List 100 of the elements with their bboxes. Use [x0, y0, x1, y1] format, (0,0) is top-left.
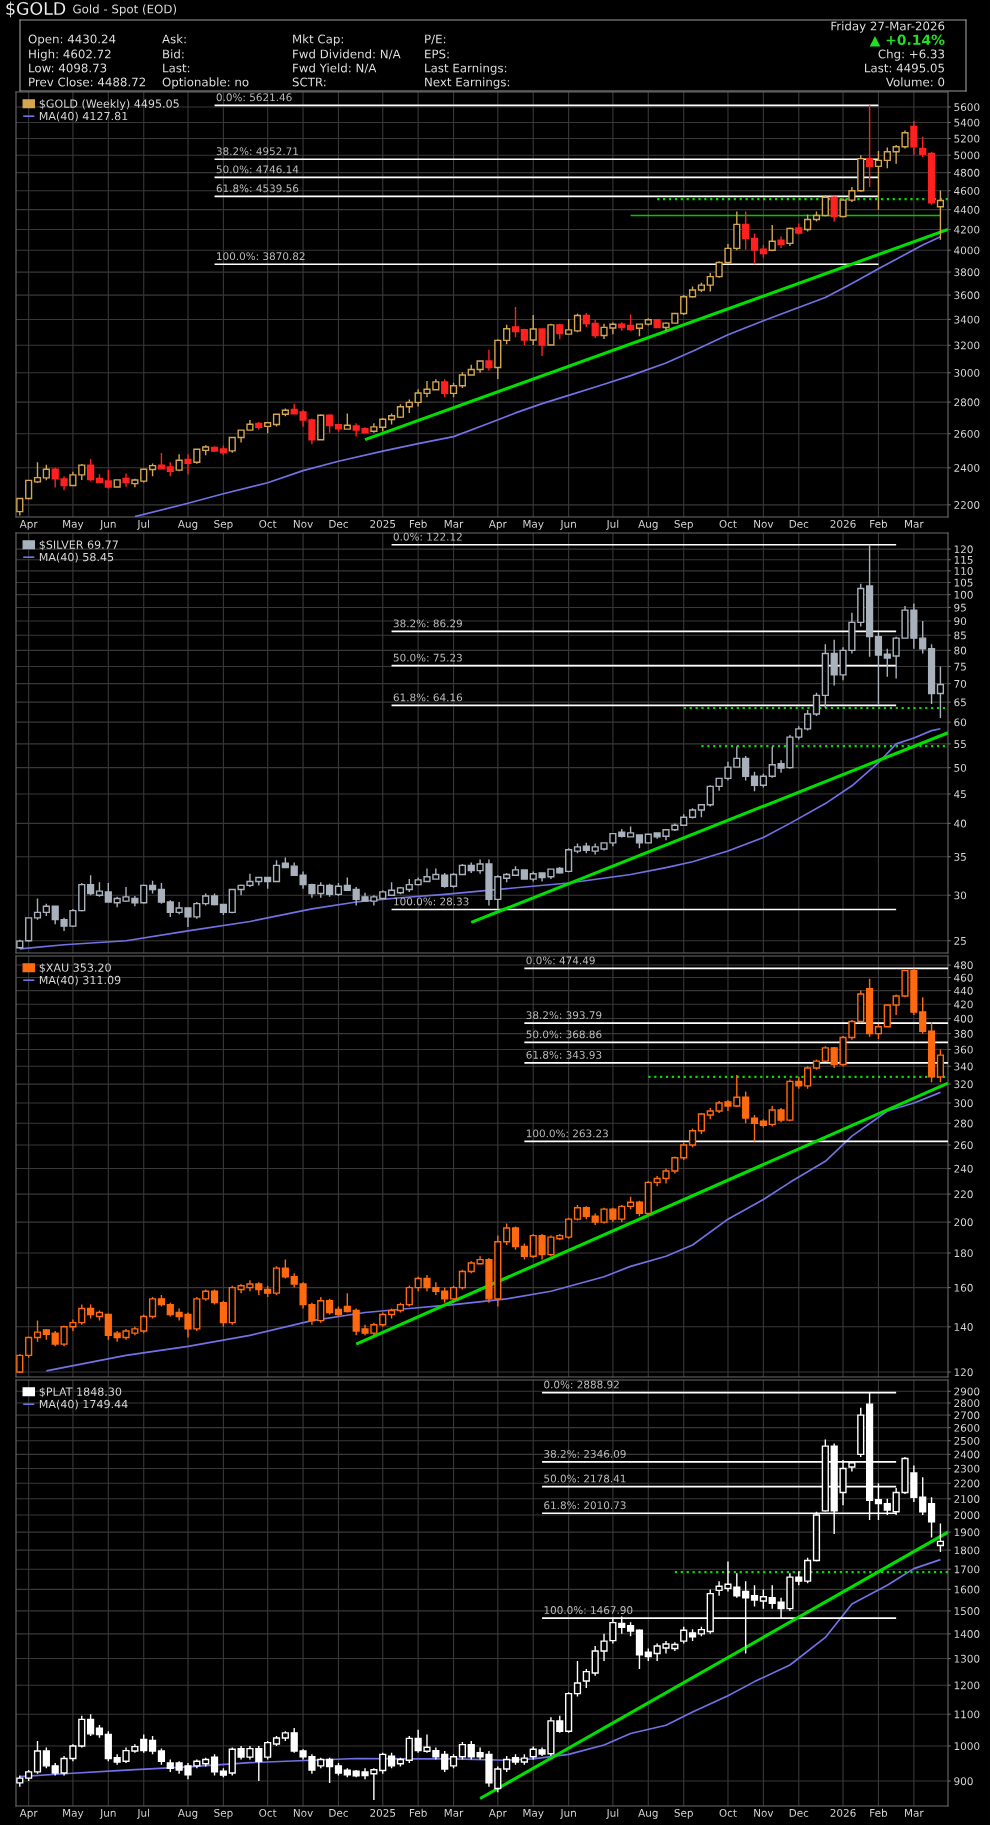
candlestick: [688, 1127, 697, 1149]
x-tick-label: Sep: [214, 519, 233, 530]
y-tick-label: 2000: [954, 1511, 980, 1520]
candlestick: [626, 1621, 635, 1637]
candlestick: [87, 458, 95, 482]
text: Bid:: [163, 49, 184, 59]
candlestick: [706, 784, 714, 808]
candlestick: [883, 1003, 891, 1029]
candlestick: [87, 874, 95, 896]
text: Open: 4430.24: [28, 34, 116, 46]
y-tick-label: 2600: [954, 429, 980, 438]
y-tick-label: 2400: [954, 464, 980, 472]
candlestick: [582, 1205, 590, 1220]
candlestick: [910, 120, 918, 156]
y-tick-label: 80: [954, 646, 967, 655]
annotation: 38.2%: 4952.71: [216, 147, 298, 156]
candlestick: [140, 1733, 148, 1754]
candlestick: [804, 213, 812, 233]
candlestick: [830, 195, 838, 223]
text: P/E:: [425, 34, 446, 45]
candlestick: [476, 360, 484, 374]
y-tick-label: 1200: [954, 1681, 980, 1690]
candlestick: [16, 1353, 24, 1374]
y-tick-label: 2200: [954, 501, 980, 509]
candlestick: [16, 497, 24, 517]
candlestick: [750, 1584, 759, 1608]
y-tick-label: 105: [954, 578, 973, 587]
annotation: 0.0%: 2888.92: [544, 1380, 619, 1389]
y-tick-label: 2800: [954, 398, 980, 407]
candlestick: [919, 136, 927, 158]
candlestick: [458, 1269, 467, 1291]
candlestick: [396, 1301, 405, 1314]
x-tick-label: Sep: [214, 1808, 233, 1819]
y-tick-label: 4800: [954, 168, 980, 177]
candlestick: [874, 150, 883, 211]
y-tick-label: 3800: [954, 268, 980, 277]
candlestick: [653, 318, 661, 329]
candlestick: [148, 879, 157, 895]
candlestick: [927, 1496, 936, 1539]
candlestick: [131, 478, 139, 488]
annotation: 61.8%: 64.16: [393, 693, 463, 702]
candlestick: [936, 189, 945, 241]
y-tick-label: 280: [954, 1119, 973, 1128]
x-tick-label: Jun: [559, 1809, 576, 1819]
candlestick: [626, 825, 635, 839]
candlestick: [281, 856, 289, 869]
candlestick: [441, 1286, 449, 1304]
candlestick: [326, 1298, 334, 1316]
text: Prev Close: 4488.72: [29, 77, 146, 87]
candlestick: [458, 863, 467, 876]
candlestick: [573, 313, 582, 333]
candlestick: [396, 886, 405, 896]
candlestick: [697, 1626, 706, 1637]
y-tick-label: 95: [954, 603, 966, 612]
candlestick: [626, 1196, 635, 1210]
candlestick: [16, 939, 24, 950]
candlestick: [503, 872, 511, 883]
candlestick: [166, 1758, 174, 1773]
candlestick: [680, 813, 688, 827]
annotation: 0.0%: 122.12: [393, 532, 462, 541]
candlestick: [812, 210, 821, 223]
candlestick: [556, 323, 564, 341]
candlestick: [326, 1757, 334, 1784]
candlestick: [467, 1740, 475, 1761]
annotation: 38.2%: 2346.09: [544, 1449, 626, 1458]
y-tick-label: 2900: [954, 1387, 980, 1396]
y-tick-label: 30: [954, 891, 967, 900]
candlestick: [865, 978, 874, 1038]
y-tick-label: 5400: [954, 118, 980, 127]
text: Ask:: [162, 34, 186, 44]
candlestick: [857, 582, 865, 628]
candlestick: [874, 631, 883, 706]
candlestick: [405, 1285, 413, 1308]
candlestick: [865, 544, 874, 658]
candlestick: [122, 472, 130, 488]
y-tick-label: 2500: [954, 1436, 980, 1445]
candlestick: [343, 1767, 351, 1779]
x-tick-label: Jul: [136, 1808, 150, 1819]
y-tick-label: 4000: [954, 246, 980, 255]
candlestick: [396, 403, 405, 419]
candlestick: [795, 222, 803, 236]
candlestick: [644, 832, 652, 845]
candlestick: [565, 847, 573, 873]
candlestick: [697, 281, 706, 293]
candlestick: [467, 861, 475, 874]
text: Low: 4098.73: [29, 63, 107, 73]
candlestick: [635, 833, 644, 849]
x-tick-label: May: [63, 1809, 84, 1819]
candlestick: [750, 232, 759, 265]
annotation: 50.0%: 75.23: [393, 653, 462, 662]
candlestick: [857, 1407, 865, 1458]
annotation: 38.2%: 393.79: [526, 1011, 602, 1020]
x-tick-label: May: [63, 520, 84, 530]
x-tick-label: Feb: [870, 1808, 888, 1817]
x-tick-label: 2026: [830, 1808, 856, 1817]
y-tick-label: 1000: [954, 1742, 980, 1751]
candlestick: [33, 897, 42, 921]
y-tick-label: 35: [954, 852, 966, 861]
candlestick: [618, 828, 626, 839]
candlestick: [458, 1741, 467, 1761]
